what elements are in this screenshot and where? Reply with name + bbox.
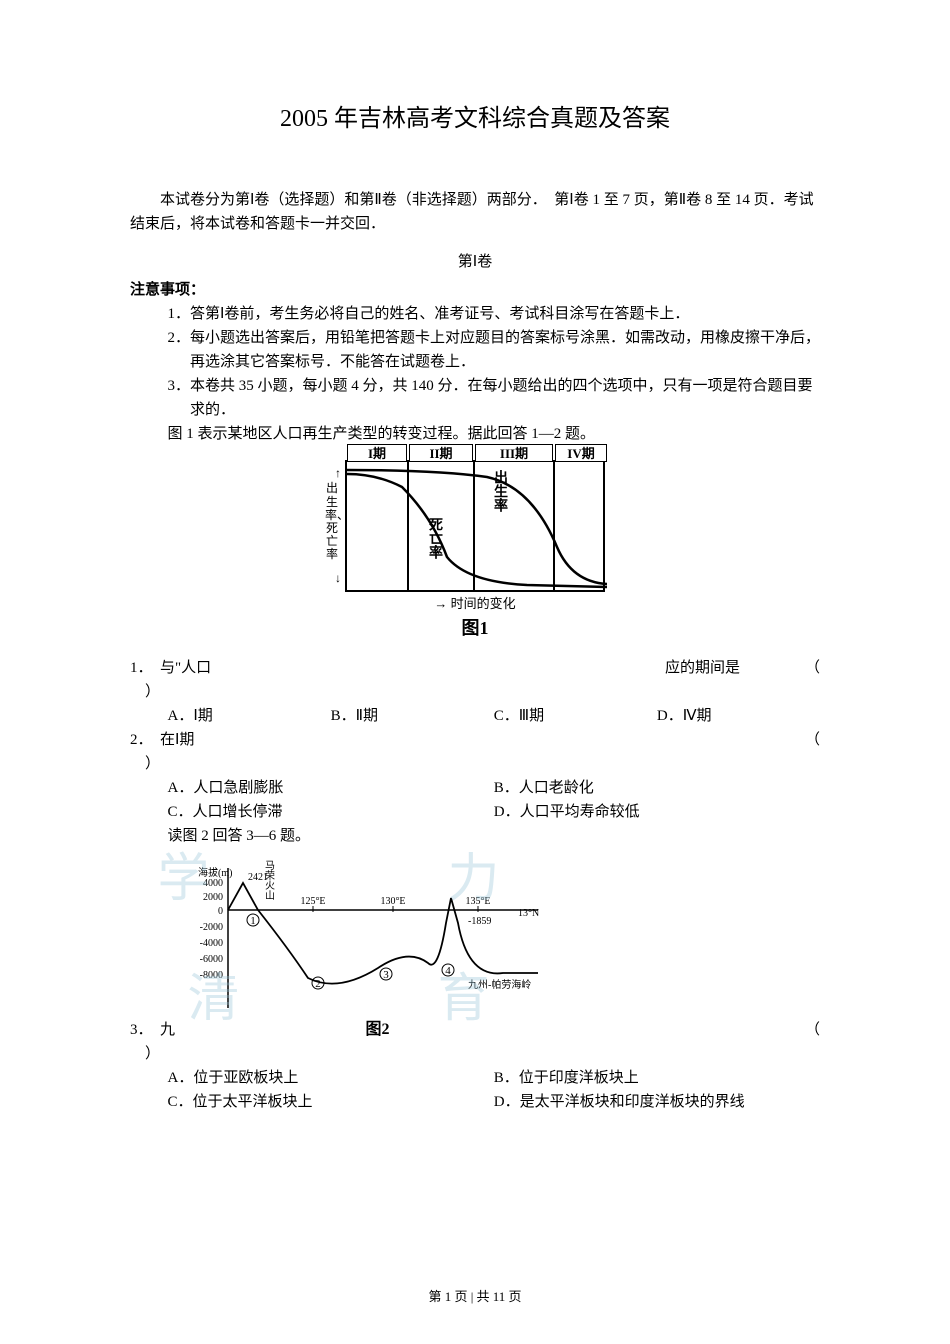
svg-text:-2000: -2000 (199, 922, 222, 933)
svg-text:130°E: 130°E (380, 896, 405, 907)
figure1-period-4: IV期 (555, 444, 607, 462)
question-1: 1． 与"人口 应的期间是 （ (130, 656, 820, 680)
page-title: 2005 年吉林高考文科综合真题及答案 (130, 100, 820, 138)
q2-option-d: D．人口平均寿命较低 (494, 800, 820, 824)
figure2-intro: 读图 2 回答 3—6 题。 (130, 824, 820, 848)
question-2-number: 2． (130, 728, 160, 752)
svg-text:2: 2 (315, 978, 321, 990)
figure1-birth-label: 出生率 (492, 470, 506, 512)
svg-text:九州-帕劳海岭: 九州-帕劳海岭 (468, 978, 531, 991)
figure1-x-caption: → 时间的变化 (305, 594, 645, 615)
svg-text:0: 0 (218, 906, 223, 917)
svg-text:135°E: 135°E (465, 896, 490, 907)
q1-option-a: A．Ⅰ期 (168, 704, 331, 728)
question-3-options: A．位于亚欧板块上 B．位于印度洋板块上 C．位于太平洋板块上 D．是太平洋板块… (130, 1066, 820, 1114)
figure1-intro: 图 1 表示某地区人口再生产类型的转变过程。据此回答 1—2 题。 (130, 422, 820, 446)
svg-text:-4000: -4000 (199, 938, 222, 949)
q2-option-c: C．人口增长停滞 (168, 800, 494, 824)
page-footer: 第 1 页 | 共 11 页 (0, 1287, 950, 1308)
svg-text:125°E: 125°E (300, 896, 325, 907)
figure1-curves (347, 462, 607, 594)
figure1-y-axis-label: 出生率、死亡率 (325, 482, 339, 561)
svg-text:-8000: -8000 (199, 970, 222, 981)
q1-option-b: B．Ⅱ期 (331, 704, 494, 728)
question-3-number: 3． (130, 1018, 160, 1042)
svg-text:1: 1 (250, 915, 256, 927)
figure-1: I期 II期 III期 IV期 出生率 死亡率 出生率、死亡率 ↑ ↓ → 时间… (305, 452, 645, 642)
question-2-text: 在Ⅰ期 (160, 728, 194, 752)
figure1-arrow-down-icon: ↓ (335, 569, 341, 588)
svg-text:海拔(m): 海拔(m) (198, 866, 232, 879)
notice-item-2: 2．每小题选出答案后，用铅笔把答题卡上对应题目的答案标号涂黑．如需改动，用橡皮擦… (168, 326, 821, 374)
question-1-options: A．Ⅰ期 B．Ⅱ期 C．Ⅲ期 D．Ⅳ期 (130, 704, 820, 728)
svg-text:-6000: -6000 (199, 954, 222, 965)
figure-2: 学 力 清 育 4000 2000 0 -2000 -4000 -6000 -8… (168, 848, 588, 1038)
q3-option-a: A．位于亚欧板块上 (168, 1066, 494, 1090)
svg-text:4000: 4000 (203, 878, 223, 889)
figure1-period-1: I期 (347, 444, 407, 462)
svg-text:马荣火山: 马荣火山 (262, 860, 274, 900)
svg-text:-1859: -1859 (468, 916, 491, 927)
figure2-caption: 图2 (168, 1017, 588, 1043)
figure1-arrow-up-icon: ↑ (335, 464, 341, 483)
notice-item-3: 3．本卷共 35 小题，每小题 4 分，共 140 分．在每小题给出的四个选项中… (168, 374, 821, 422)
question-2: 2． 在Ⅰ期 （ (130, 728, 820, 752)
question-1-number: 1． (130, 656, 160, 680)
figure1-death-label: 死亡率 (427, 517, 441, 559)
q3-option-b: B．位于印度洋板块上 (494, 1066, 820, 1090)
q2-option-a: A．人口急剧膨胀 (168, 776, 494, 800)
question-2-options: A．人口急剧膨胀 B．人口老龄化 C．人口增长停滞 D．人口平均寿命较低 (130, 776, 820, 824)
svg-text:2000: 2000 (203, 892, 223, 903)
question-1-right: 应的期间是 (665, 656, 740, 680)
intro-paragraph: 本试卷分为第Ⅰ卷（选择题）和第Ⅱ卷（非选择题）两部分． 第Ⅰ卷 1 至 7 页，… (130, 188, 820, 236)
figure1-caption: 图1 (305, 614, 645, 643)
notice-list: 1．答第Ⅰ卷前，考生务必将自己的姓名、准考证号、考试科目涂写在答题卡上． 2．每… (130, 302, 820, 422)
q1-option-d: D．Ⅳ期 (657, 704, 820, 728)
figure1-period-3: III期 (475, 444, 553, 462)
q1-option-c: C．Ⅲ期 (494, 704, 657, 728)
svg-text:4: 4 (445, 965, 451, 977)
svg-text:13°N: 13°N (518, 908, 539, 919)
q2-option-b: B．人口老龄化 (494, 776, 820, 800)
notice-heading: 注意事项： (130, 278, 820, 302)
figure1-period-2: II期 (409, 444, 473, 462)
q3-option-c: C．位于太平洋板块上 (168, 1090, 494, 1114)
question-1-left: 与"人口 (160, 656, 211, 680)
volume-label: 第Ⅰ卷 (130, 250, 820, 274)
svg-text:3: 3 (383, 969, 389, 981)
q3-option-d: D．是太平洋板块和印度洋板块的界线 (494, 1090, 820, 1114)
notice-item-1: 1．答第Ⅰ卷前，考生务必将自己的姓名、准考证号、考试科目涂写在答题卡上． (168, 302, 821, 326)
figure2-svg: 4000 2000 0 -2000 -4000 -6000 -8000 海拔(m… (168, 848, 588, 1028)
